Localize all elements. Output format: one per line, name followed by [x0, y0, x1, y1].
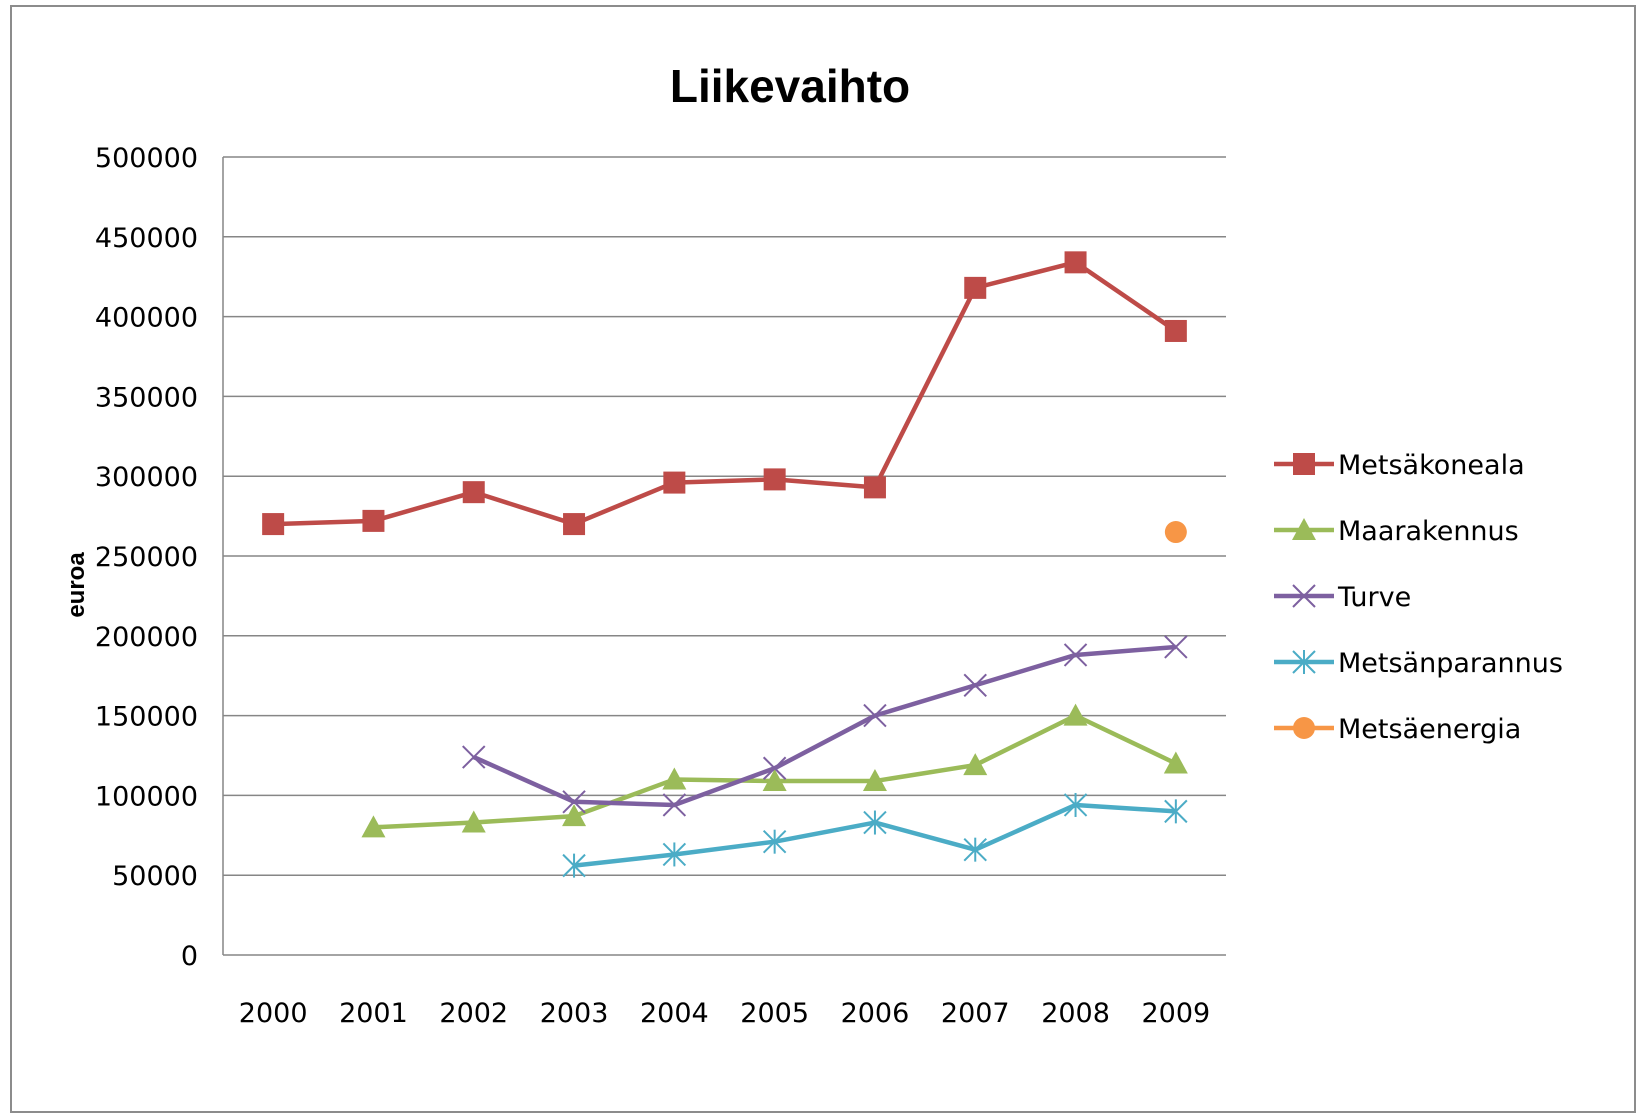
legend-marker [1293, 453, 1315, 475]
data-point-maarakennus [562, 804, 587, 827]
data-point-turve [662, 793, 687, 817]
legend-label: Turve [1337, 582, 1411, 613]
y-tick-label: 50000 [112, 861, 198, 892]
legend-label: Maarakennus [1338, 516, 1519, 547]
y-tick-label: 350000 [95, 382, 198, 413]
y-tick-label: 300000 [95, 462, 198, 493]
data-point-mets-koneala [1164, 319, 1187, 342]
legend-item-mets-koneala: Metsäkoneala [1274, 450, 1525, 481]
series-line-turve [472, 644, 1177, 808]
y-tick-label: 0 [181, 941, 198, 972]
data-point-maarakennus [1163, 751, 1188, 774]
y-tick-label: 100000 [95, 781, 198, 812]
data-point-mets-nparannus [662, 842, 687, 867]
legend-marker [1292, 584, 1316, 608]
chart-frame: Liikevaihto euroa 0 50000 100000 150000 2000… [10, 5, 1636, 1113]
legend-marker [1292, 518, 1316, 540]
data-point-turve [562, 790, 586, 814]
data-point-mets-energia [1164, 521, 1187, 544]
x-tick-label: 2005 [740, 998, 809, 1029]
data-point-mets-koneala [262, 513, 285, 536]
x-axis-ticks: 2000 2001 2002 2003 2004 2005 2006 2007 2008 2009 [239, 998, 1210, 1029]
y-tick-label: 400000 [95, 303, 198, 334]
data-point-maarakennus [963, 753, 988, 776]
data-point-mets-koneala [964, 276, 987, 299]
chart-title: Liikevaihto [670, 60, 910, 112]
y-tick-label: 200000 [95, 622, 198, 653]
data-point-turve [762, 756, 787, 780]
y-axis-ticks: 0 50000 100000 150000 200000 250000 300000 3500… [95, 143, 198, 972]
legend-item-mets-energia: Metsäenergia [1274, 714, 1521, 745]
data-point-mets-koneala [362, 509, 385, 532]
x-tick-label: 2008 [1041, 998, 1110, 1029]
gridlines [222, 156, 1226, 956]
data-point-maarakennus [662, 767, 687, 790]
legend-marker [1292, 650, 1316, 674]
legend-marker [1293, 717, 1315, 739]
legend-item-turve: Turve [1274, 582, 1411, 613]
x-tick-label: 2007 [941, 998, 1010, 1029]
y-axis-label: euroa [63, 552, 90, 618]
data-point-turve [1063, 643, 1088, 667]
data-point-maarakennus [461, 810, 486, 833]
legend-label: Metsänparannus [1338, 648, 1563, 679]
y-tick-label: 450000 [95, 223, 198, 254]
data-point-mets-nparannus [562, 853, 586, 878]
data-point-turve [1164, 635, 1188, 659]
legend-item-maarakennus: Maarakennus [1274, 516, 1519, 547]
y-tick-label: 150000 [95, 702, 198, 733]
x-tick-label: 2003 [540, 998, 609, 1029]
data-point-mets-nparannus [963, 837, 987, 862]
series-lines [273, 260, 1178, 868]
data-point-mets-nparannus [762, 829, 787, 854]
data-point-mets-koneala [863, 476, 886, 499]
line-chart: Liikevaihto euroa 0 50000 100000 150000 2000… [63, 60, 1563, 1029]
legend: Metsäkoneala Maarakennus Turve Metsänparann… [1274, 450, 1563, 745]
data-point-mets-nparannus [863, 810, 887, 835]
y-tick-label: 250000 [95, 542, 198, 573]
legend-label: Metsäenergia [1338, 714, 1521, 745]
data-point-maarakennus [762, 769, 787, 792]
data-point-mets-nparannus [1063, 792, 1088, 817]
x-tick-label: 2004 [640, 998, 709, 1029]
data-point-maarakennus [361, 815, 386, 838]
data-point-mets-koneala [1064, 251, 1087, 274]
data-point-turve [462, 745, 486, 769]
series-line-mets-koneala [273, 260, 1178, 527]
data-point-mets-koneala [563, 513, 586, 536]
data-point-turve [963, 673, 987, 697]
x-tick-label: 2001 [339, 998, 408, 1029]
x-tick-label: 2002 [439, 998, 508, 1029]
x-tick-label: 2000 [239, 998, 308, 1029]
legend-item-mets-nparannus: Metsänparannus [1274, 648, 1563, 679]
y-tick-label: 500000 [95, 143, 198, 174]
x-tick-label: 2009 [1141, 998, 1210, 1029]
data-point-turve [863, 703, 887, 728]
x-tick-label: 2006 [841, 998, 910, 1029]
data-point-maarakennus [862, 769, 887, 792]
data-point-mets-nparannus [1164, 799, 1188, 824]
legend-label: Metsäkoneala [1338, 450, 1525, 481]
data-point-mets-koneala [663, 471, 686, 494]
data-point-mets-koneala [462, 481, 485, 504]
data-point-maarakennus [1063, 703, 1088, 726]
series-markers [262, 251, 1188, 878]
data-point-mets-koneala [763, 468, 786, 491]
